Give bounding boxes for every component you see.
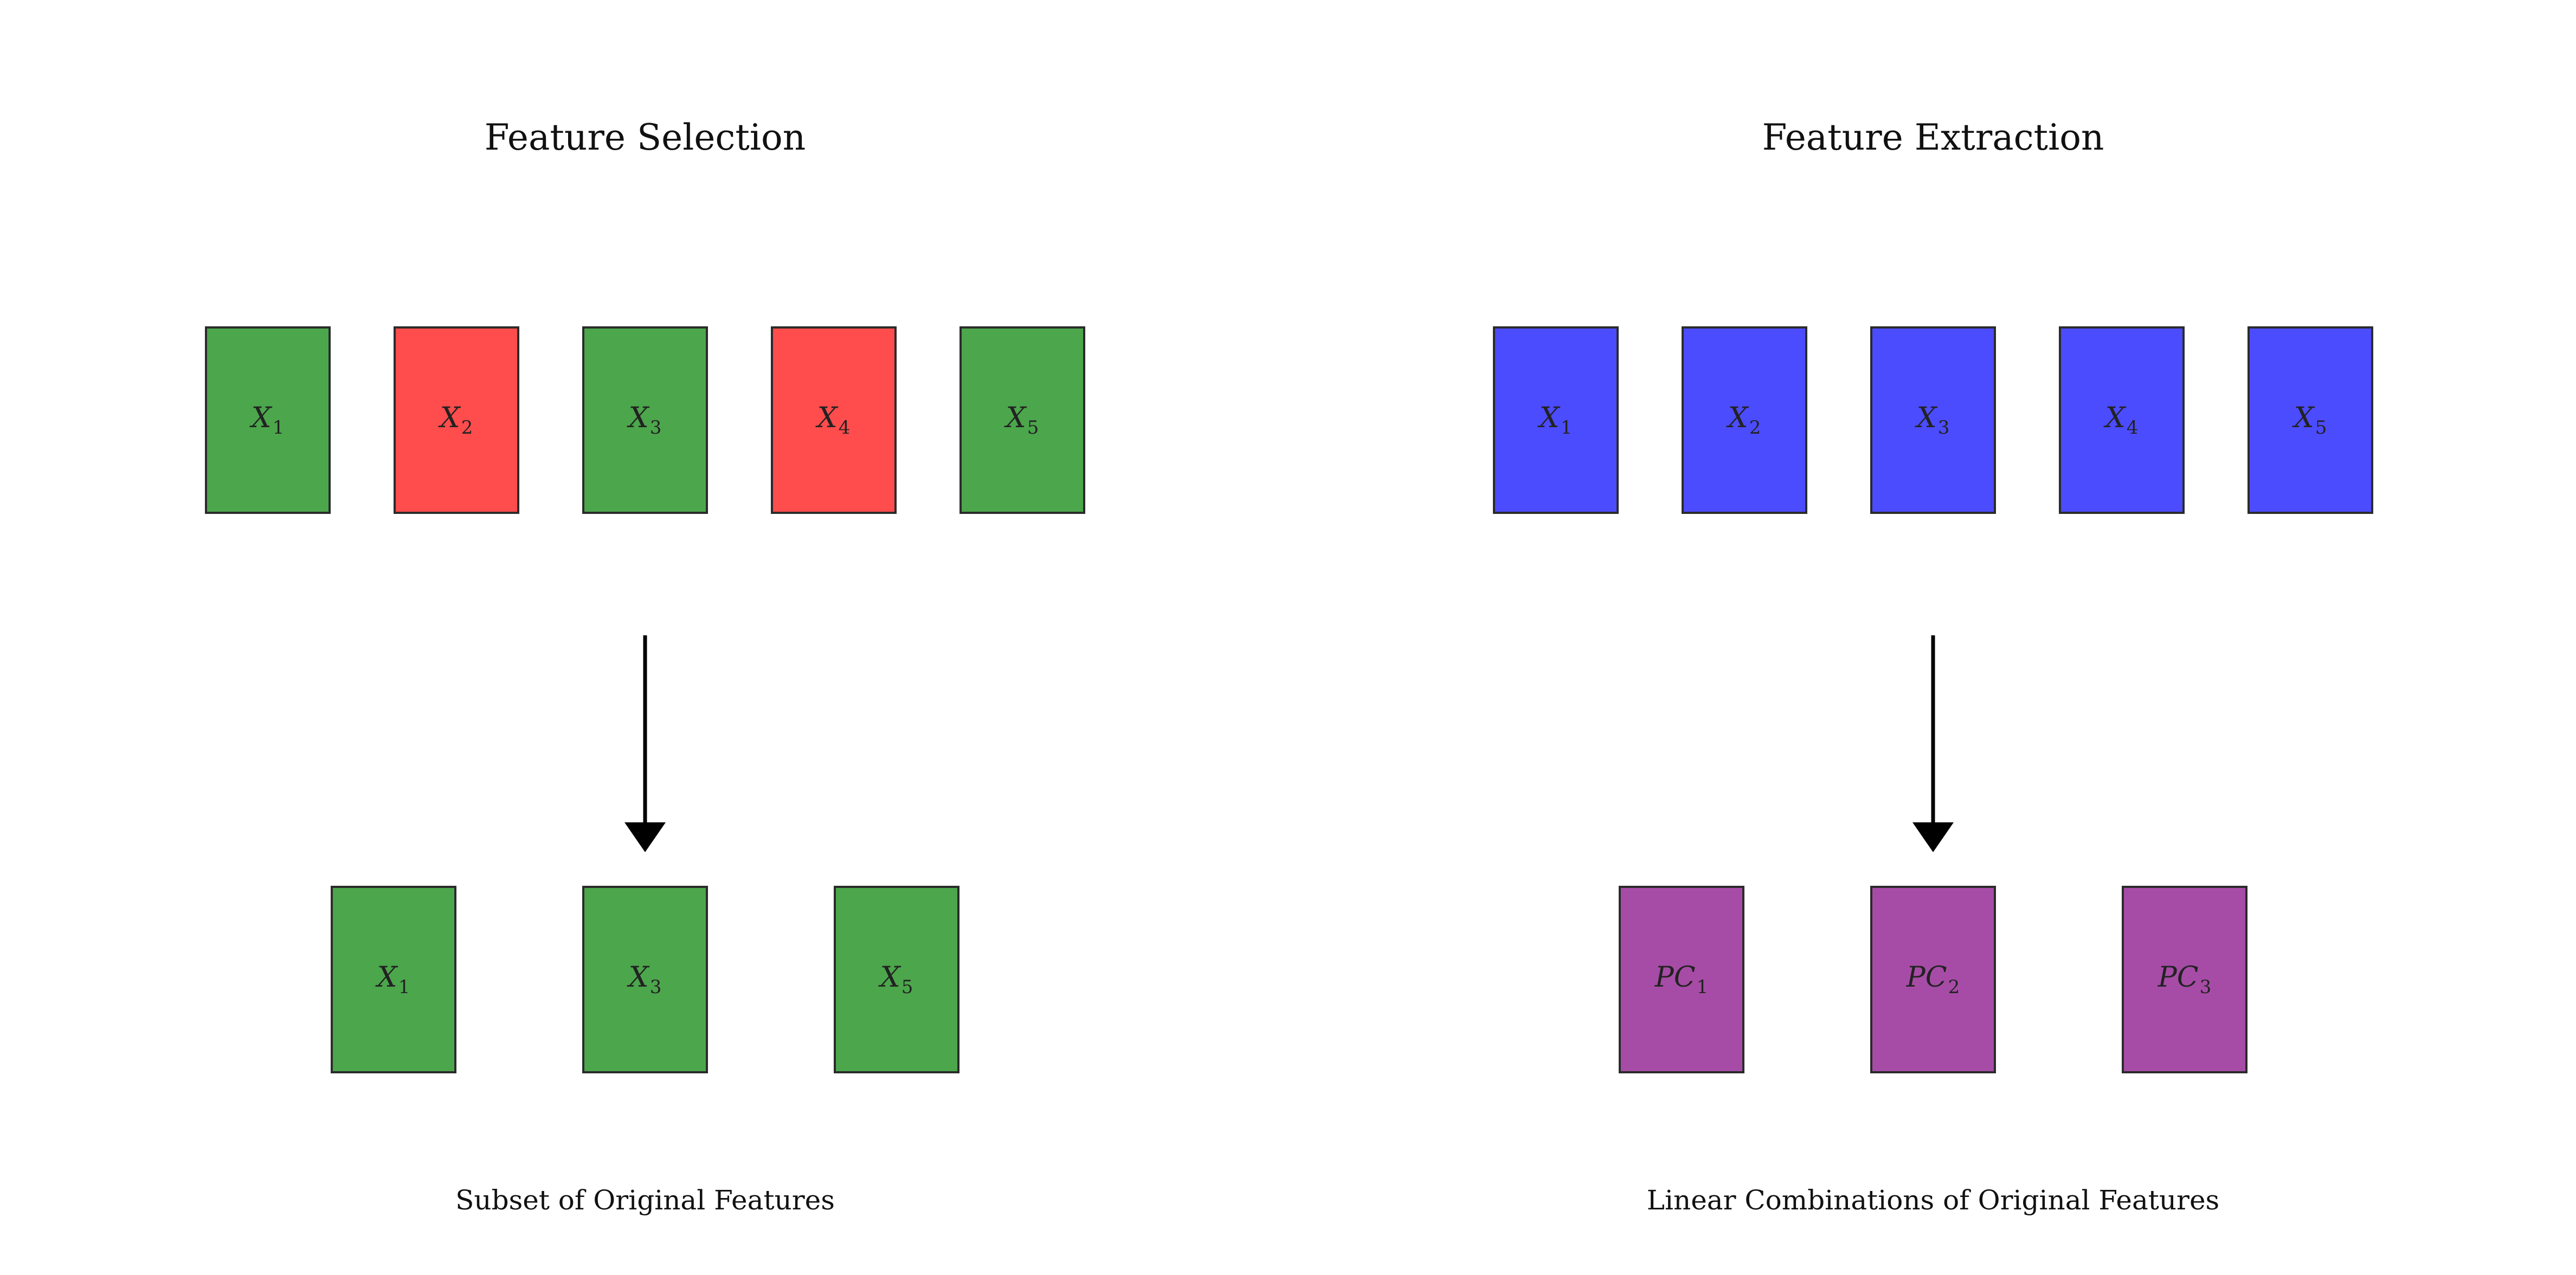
feature-selection-arrow (624, 635, 666, 852)
feature-box-output: PC3 (2122, 886, 2247, 1073)
feature-selection-title: Feature Selection (484, 117, 806, 158)
feature-index: 1 (1560, 417, 1573, 439)
feature-label: X3 (629, 402, 662, 439)
feature-label: X2 (1728, 402, 1761, 439)
feature-symbol: X (251, 402, 272, 434)
feature-index: 5 (901, 976, 913, 998)
feature-index: 1 (398, 976, 410, 998)
feature-box-input: X1 (1493, 326, 1619, 514)
feature-box-input: X4 (771, 326, 897, 514)
feature-label: X5 (2294, 402, 2327, 439)
feature-symbol: X (1006, 402, 1026, 434)
feature-extraction-title: Feature Extraction (1762, 117, 2104, 158)
feature-box-input: X3 (582, 326, 708, 514)
feature-extraction-panel: Feature Extraction X1 X2 X3 X4 X5 PC1 PC2 PC3 … (1288, 0, 2576, 1275)
feature-symbol: PC (1654, 961, 1696, 994)
feature-index: 1 (1696, 976, 1709, 998)
feature-label: X3 (1917, 402, 1950, 439)
feature-index: 2 (461, 417, 473, 439)
feature-label: X1 (377, 961, 410, 998)
feature-index: 1 (272, 417, 285, 439)
feature-symbol: X (817, 402, 838, 434)
feature-label: PC2 (1907, 961, 1960, 998)
feature-label: X1 (252, 402, 285, 439)
feature-symbol: PC (2158, 961, 2199, 994)
feature-box-input: X4 (2059, 326, 2185, 514)
feature-index: 3 (649, 417, 662, 439)
feature-label: PC1 (1655, 961, 1708, 998)
feature-index: 3 (2199, 976, 2212, 998)
feature-selection-caption: Subset of Original Features (455, 1184, 835, 1216)
feature-index: 4 (2126, 417, 2139, 439)
feature-symbol: X (1728, 402, 1748, 434)
feature-box-input: X1 (205, 326, 331, 514)
feature-index: 2 (1749, 417, 1761, 439)
feature-label: PC3 (2158, 961, 2211, 998)
feature-selection-panel: Feature Selection X1 X2 X3 X4 X5 X1 X3 X5 Subs… (205, 117, 1085, 1216)
feature-index: 2 (1948, 976, 1960, 998)
feature-symbol: X (377, 961, 397, 994)
feature-label: X1 (1540, 402, 1573, 439)
feature-box-output: PC1 (1619, 886, 1744, 1073)
feature-label: X5 (880, 961, 913, 998)
feature-symbol: X (2105, 402, 2126, 434)
feature-label: X3 (629, 961, 662, 998)
feature-index: 3 (649, 976, 662, 998)
feature-label: X4 (817, 402, 851, 439)
feature-index: 5 (1027, 417, 1039, 439)
feature-box-output: PC2 (1870, 886, 1996, 1073)
feature-box-output: X5 (834, 886, 959, 1073)
feature-box-input: X5 (959, 326, 1085, 514)
feature-symbol: X (2294, 402, 2314, 434)
feature-label: X4 (2105, 402, 2139, 439)
feature-extraction-caption: Linear Combinations of Original Features (1646, 1184, 2220, 1216)
feature-symbol: X (880, 961, 900, 994)
feature-index: 4 (838, 417, 851, 439)
feature-box-output: X1 (331, 886, 456, 1073)
feature-symbol: X (440, 402, 460, 434)
feature-box-input: X5 (2247, 326, 2373, 514)
feature-box-input: X2 (1682, 326, 1807, 514)
feature-symbol: X (628, 961, 649, 994)
feature-box-input: X2 (394, 326, 519, 514)
feature-box-output: X3 (582, 886, 708, 1073)
feature-index: 3 (1937, 417, 1950, 439)
feature-symbol: X (628, 402, 649, 434)
feature-label: X2 (440, 402, 473, 439)
feature-box-input: X3 (1870, 326, 1996, 514)
feature-symbol: X (1539, 402, 1560, 434)
feature-index: 5 (2315, 417, 2327, 439)
feature-label: X5 (1006, 402, 1039, 439)
feature-extraction-arrow (1912, 635, 1954, 852)
feature-symbol: PC (1906, 961, 1947, 994)
feature-symbol: X (1916, 402, 1937, 434)
